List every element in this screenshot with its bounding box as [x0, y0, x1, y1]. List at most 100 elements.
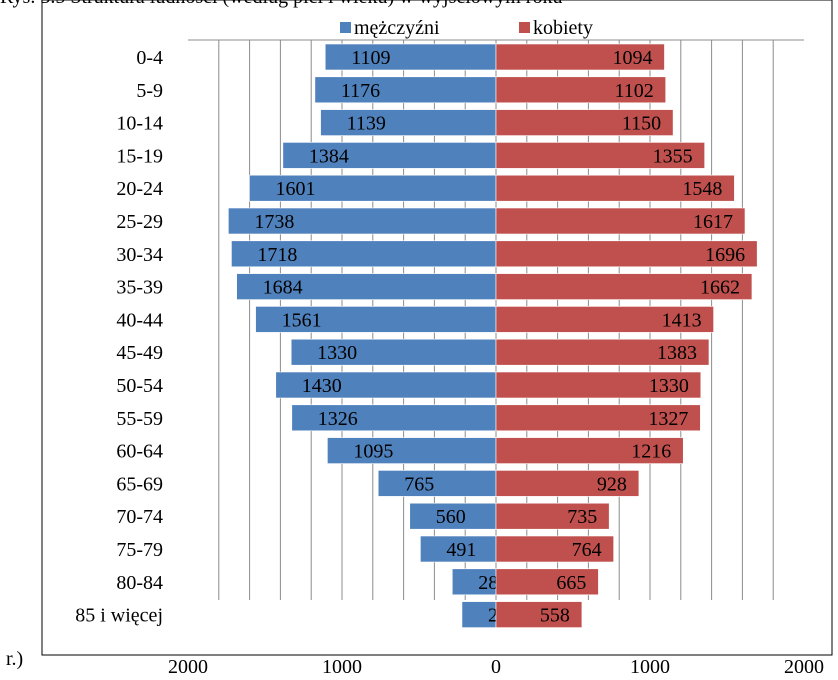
- bar-male-30-34: [231, 240, 497, 268]
- category-label: 20-24: [116, 178, 163, 200]
- x-tick-label: 0: [491, 656, 501, 678]
- data-label-female: 1617: [693, 211, 733, 233]
- figure-caption-top: Rys. 3.5 Struktura ludności (według płci…: [0, 0, 562, 9]
- data-label-female: 665: [556, 572, 586, 594]
- bar-female-10-14: [495, 109, 674, 136]
- bar-male-25-29: [228, 207, 497, 235]
- bar-male-10-14: [320, 109, 497, 136]
- category-label: 40-44: [116, 309, 163, 331]
- data-label-female: 1662: [700, 277, 740, 299]
- figure-caption-fragment: r.): [6, 648, 24, 670]
- bar-male-55-59: [291, 404, 497, 432]
- x-tick-label: 2000: [784, 656, 824, 678]
- data-label-male: 1430: [302, 375, 342, 397]
- data-label-male: 1601: [275, 178, 315, 200]
- category-label: 65-69: [116, 473, 163, 495]
- category-label: 15-19: [116, 145, 163, 167]
- data-label-male: 1139: [347, 113, 386, 135]
- bar-male-40-44: [255, 306, 497, 333]
- bar-male-80-84: [451, 568, 497, 596]
- bar-male-20-24: [249, 174, 497, 202]
- legend-swatch: [519, 22, 530, 33]
- data-label-male: 1326: [318, 408, 358, 430]
- category-label: 0-4: [136, 47, 163, 69]
- bar-male-0-4: [324, 43, 497, 71]
- data-label-female: 1330: [649, 375, 689, 397]
- category-label: 45-49: [116, 342, 163, 364]
- bar-male-5-9: [314, 76, 497, 104]
- data-label-female: 1696: [705, 244, 745, 266]
- data-label-female: 764: [572, 539, 602, 561]
- data-label-female: 1548: [682, 178, 722, 200]
- bar-female-50-54: [495, 371, 702, 399]
- data-label-female: 1327: [648, 408, 688, 430]
- bar-female-40-44: [495, 306, 714, 333]
- bar-male-15-19: [282, 142, 497, 169]
- x-tick-label: 1000: [630, 656, 670, 678]
- category-label: 10-14: [116, 113, 163, 135]
- data-label-male: 1109: [351, 47, 390, 69]
- bar-female-75-79: [495, 535, 614, 563]
- data-label-female: 1150: [622, 113, 661, 135]
- data-label-male: 1384: [309, 145, 349, 167]
- x-tick-labels: 2000 1000 0 1000 2000: [168, 656, 824, 678]
- category-label: 80-84: [116, 572, 163, 594]
- bar-female-45-49: [495, 338, 710, 366]
- data-label-female: 1355: [653, 145, 693, 167]
- data-label-female: 1413: [662, 309, 702, 331]
- bar-female-80-84: [495, 568, 599, 596]
- bar-male-75-79: [420, 535, 497, 563]
- bar-female-70-74: [495, 502, 610, 530]
- bars: 1109 1094 1176 1102 1139 1150 1384 1355 1601 1548…: [228, 43, 758, 628]
- data-label-female: 735: [567, 506, 597, 528]
- bar-male-60-64: [327, 437, 497, 464]
- data-label-female: 1094: [612, 47, 652, 69]
- category-label: 60-64: [116, 441, 163, 463]
- category-label: 55-59: [116, 408, 163, 430]
- data-label-female: 928: [597, 473, 627, 495]
- bar-female-25-29: [495, 207, 746, 235]
- data-label-male: 560: [436, 506, 466, 528]
- data-label-female: 1383: [657, 342, 697, 364]
- data-label-male: 1330: [317, 342, 357, 364]
- category-label: 5-9: [136, 80, 163, 102]
- x-tick-label: 2000: [168, 656, 208, 678]
- data-label-female: 1216: [631, 441, 671, 463]
- data-label-male: 1561: [282, 309, 322, 331]
- bar-male-85 i więcej: [461, 601, 497, 628]
- category-label: 85 i więcej: [75, 605, 163, 627]
- category-label: 70-74: [116, 506, 163, 528]
- bar-male-35-39: [236, 273, 497, 300]
- data-label-male: 491: [446, 539, 476, 561]
- legend-label: kobiety: [533, 17, 593, 39]
- data-label-male: 1684: [263, 277, 303, 299]
- bar-female-65-69: [495, 470, 640, 497]
- data-label-male: 1176: [341, 80, 380, 102]
- bar-female-60-64: [495, 437, 684, 464]
- data-label-female: 1102: [614, 80, 653, 102]
- bar-male-50-54: [275, 371, 497, 399]
- bar-female-5-9: [495, 76, 667, 104]
- category-label: 50-54: [116, 375, 163, 397]
- legend-swatch: [340, 22, 351, 33]
- bar-female-20-24: [495, 174, 735, 202]
- data-label-male: 765: [404, 473, 434, 495]
- plot-frame: [41, 0, 833, 656]
- data-label-male: 1718: [257, 244, 297, 266]
- category-label: 25-29: [116, 211, 163, 233]
- category-label: 75-79: [116, 539, 163, 561]
- category-label: 30-34: [116, 244, 163, 266]
- bar-female-30-34: [495, 240, 758, 268]
- bar-female-85 i więcej: [495, 601, 583, 628]
- data-label-male: 1738: [254, 211, 294, 233]
- bar-female-55-59: [495, 404, 701, 432]
- bar-female-35-39: [495, 273, 753, 300]
- category-label: 35-39: [116, 277, 163, 299]
- legend: mężczyźni kobiety: [340, 17, 593, 39]
- bar-female-15-19: [495, 142, 705, 169]
- bar-male-65-69: [377, 470, 497, 497]
- bar-female-0-4: [495, 43, 665, 71]
- data-label-female: 558: [540, 605, 570, 627]
- data-label-male: 1095: [353, 441, 393, 463]
